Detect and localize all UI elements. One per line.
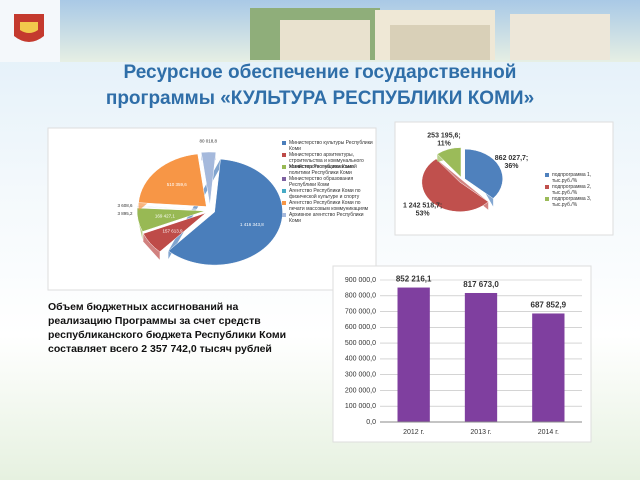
value-label: 1 416 343,8 xyxy=(240,222,264,227)
value-label: 36% xyxy=(505,163,520,170)
note-line: реализацию Программы за счет средств xyxy=(48,315,261,327)
legend-swatch xyxy=(545,185,549,189)
y-tick-label: 700 000,0 xyxy=(345,308,376,315)
legend-item: Министерство культуры Республики Коми xyxy=(282,140,374,152)
pie-slice xyxy=(436,147,462,178)
value-label: 510 359,6 xyxy=(167,182,188,187)
emblem-bird xyxy=(20,22,38,33)
pie-slice xyxy=(200,151,217,206)
bar xyxy=(397,287,430,422)
x-tick-label: 2014 г. xyxy=(538,429,559,436)
y-tick-label: 400 000,0 xyxy=(345,356,376,363)
legend-label: Агентство Республики Коми по печати масс… xyxy=(289,200,369,212)
legend-swatch xyxy=(282,189,286,193)
title-line: Ресурсное обеспечение государственной xyxy=(123,62,517,83)
x-tick-label: 2013 г. xyxy=(470,429,491,436)
value-label: 253 195,6; xyxy=(427,132,460,139)
y-tick-label: 800 000,0 xyxy=(345,293,376,300)
legend-item: Министерство образования Республики Коми xyxy=(282,176,374,188)
legend-swatch xyxy=(282,141,286,145)
legend-label: Министерство архитектуры, строительства … xyxy=(289,152,364,170)
pie-slice xyxy=(464,148,503,199)
legend-swatch xyxy=(282,213,286,217)
legend-item: Архивное агентство Республики Коми xyxy=(282,212,374,224)
bar xyxy=(532,313,565,422)
y-tick-label: 300 000,0 xyxy=(345,372,376,379)
legend-swatch xyxy=(282,153,286,157)
legend-label: подпрограмма 2, тыс.руб./% xyxy=(552,184,592,196)
legend-item: подпрограмма 1, тыс.руб./% xyxy=(545,172,611,184)
y-tick-label: 0,0 xyxy=(366,419,376,426)
legend-swatch xyxy=(545,197,549,201)
value-label: 157 613,9 xyxy=(163,228,184,233)
bar xyxy=(464,292,498,422)
y-tick-label: 500 000,0 xyxy=(345,340,376,347)
note-line: составляет всего 2 357 742,0 тысяч рубле… xyxy=(48,343,272,355)
value-label: 862 027,7; xyxy=(495,155,528,162)
legend-label: Министерство культуры Республики Коми xyxy=(289,140,373,152)
value-label: 169 427,1 xyxy=(155,214,176,219)
pie-slice xyxy=(142,212,207,253)
legend-label: Агентство Республики Коми по физической … xyxy=(289,188,361,200)
building xyxy=(510,14,610,60)
value-label: 53% xyxy=(416,210,431,217)
note-line: республиканского бюджета Республики Коми xyxy=(48,329,287,341)
value-label: 687 852,9 xyxy=(531,301,567,310)
y-tick-label: 200 000,0 xyxy=(345,387,376,394)
value-label: 80 018,8 xyxy=(199,139,217,144)
legend-swatch xyxy=(282,177,286,181)
y-tick-label: 600 000,0 xyxy=(345,324,376,331)
legend-swatch xyxy=(282,165,286,169)
legend-item: Агентство Республики Коми по физической … xyxy=(282,188,374,200)
legend-label: подпрограмма 3, тыс.руб./% xyxy=(552,196,592,208)
legend-item: Министерство архитектуры, строительства … xyxy=(282,152,374,170)
pie-slice xyxy=(421,158,489,212)
value-label: 1 242 518,7; xyxy=(403,202,442,209)
legend-item: Министерство национальной политики Респу… xyxy=(282,164,374,176)
value-label: 11% xyxy=(437,140,451,147)
value-label: 852 216,1 xyxy=(396,275,432,284)
value-label: 817 673,0 xyxy=(463,280,499,289)
pie-slice xyxy=(167,158,283,266)
legend-item: подпрограмма 2, тыс.руб./% xyxy=(545,184,611,196)
y-tick-label: 900 000,0 xyxy=(345,277,376,284)
legend-swatch xyxy=(545,173,549,177)
value-label: 3 608,6 xyxy=(118,203,134,208)
legend-item: Агентство Республики Коми по печати масс… xyxy=(282,200,374,212)
note-line: Объем бюджетных ассигнований на xyxy=(48,301,239,313)
legend-label: Министерство образования Республики Коми xyxy=(289,176,354,188)
y-tick-label: 100 000,0 xyxy=(345,403,376,410)
legend-item: подпрограмма 3, тыс.руб./% xyxy=(545,196,611,208)
legend-swatch xyxy=(282,201,286,205)
legend-label: Министерство национальной политики Респу… xyxy=(289,164,357,176)
title-line: программы «КУЛЬТУРА РЕСПУБЛИКИ КОМИ» xyxy=(105,88,535,109)
legend-label: Архивное агентство Республики Коми xyxy=(289,212,364,224)
x-tick-label: 2012 г. xyxy=(403,429,424,436)
value-label: 3 895,2 xyxy=(118,211,134,216)
building-facade xyxy=(390,25,490,60)
building xyxy=(280,20,370,60)
legend-label: подпрограмма 1, тыс.руб./% xyxy=(552,172,592,184)
pie-slice xyxy=(136,205,206,210)
pie-slice xyxy=(138,153,207,207)
